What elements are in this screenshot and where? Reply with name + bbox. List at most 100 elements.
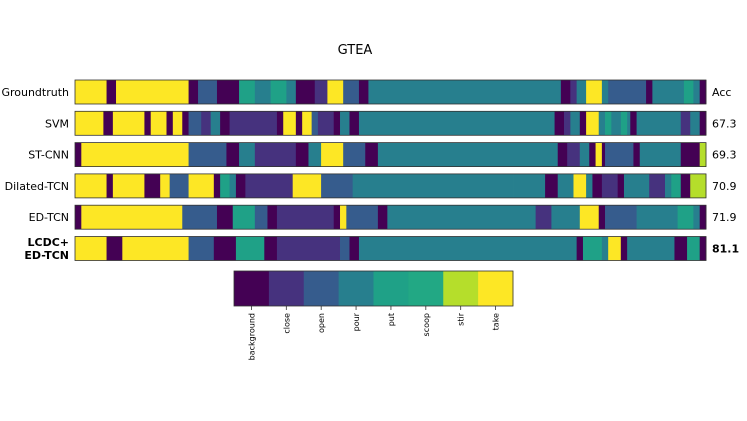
segment-open [608, 80, 646, 104]
row-label: Dilated-TCN [5, 180, 69, 193]
segment-open [182, 205, 217, 229]
segment-background [700, 111, 707, 135]
segment-take [608, 237, 621, 261]
row-label: ED-TCN [29, 211, 69, 224]
segment-open [198, 80, 217, 104]
segment-open [343, 80, 359, 104]
segment-background [226, 143, 239, 167]
segment-close [681, 111, 691, 135]
segment-background [580, 111, 587, 135]
segment-pour [551, 205, 580, 229]
segment-put [583, 237, 602, 261]
segment-background [359, 80, 369, 104]
segment-background [602, 143, 606, 167]
legend-swatch-stir [443, 271, 478, 306]
segment-close [564, 111, 571, 135]
segment-background [555, 111, 565, 135]
class-colorbar: background close open pour put scoop stir take [234, 271, 513, 360]
segment-pour [514, 174, 546, 198]
figure: GTEA Acc Groundtruth SVM 67.3 ST-CNN 69.3 Dil… [0, 0, 747, 421]
segment-take [189, 174, 215, 198]
legend-label: pour [352, 312, 361, 331]
segment-put [233, 205, 255, 229]
segment-take [75, 237, 107, 261]
segment-pour [602, 80, 609, 104]
segment-background [214, 237, 236, 261]
segment-pour [570, 111, 580, 135]
segment-open [343, 143, 365, 167]
segment-background [334, 205, 341, 229]
row-accuracy: 67.3 [712, 117, 737, 130]
segment-take [151, 111, 167, 135]
segment-take [81, 143, 189, 167]
segment-open [340, 237, 350, 261]
segment-background [630, 111, 637, 135]
segment-background [589, 143, 596, 167]
segment-pour [690, 111, 700, 135]
segment-close [536, 205, 552, 229]
row-accuracy: 81.1 [712, 243, 739, 256]
segment-background [107, 80, 117, 104]
segment-take [113, 111, 145, 135]
segment-background [349, 111, 359, 135]
segment-background [700, 237, 707, 261]
segment-put [236, 237, 265, 261]
segment-open [255, 205, 268, 229]
segment-pour [340, 111, 350, 135]
segment-background [75, 143, 82, 167]
segment-close [277, 205, 334, 229]
segment-close [277, 237, 341, 261]
segment-close [315, 80, 328, 104]
segment-background [182, 111, 189, 135]
segment-take [596, 143, 603, 167]
timeline-row: Groundtruth [1, 80, 706, 104]
segment-take [81, 205, 182, 229]
segment-pour [640, 143, 681, 167]
segment-take [75, 111, 104, 135]
segment-pour [255, 80, 271, 104]
row-label: ST-CNN [28, 149, 69, 162]
segment-background [144, 174, 160, 198]
segment-take [327, 80, 343, 104]
segment-background [296, 80, 315, 104]
segment-pour [308, 143, 321, 167]
legend-swatch-close [269, 271, 304, 306]
timeline-rows: Groundtruth SVM 67.3 ST-CNN 69.3 Dilated-TCN 7… [1, 80, 739, 262]
legend-label: scoop [422, 313, 431, 336]
segment-background [646, 80, 653, 104]
segment-pour [387, 205, 536, 229]
segment-background [378, 205, 388, 229]
legend-swatch-background [234, 271, 269, 306]
segment-background [75, 205, 82, 229]
segment-take [75, 80, 107, 104]
segment-put [678, 205, 694, 229]
segment-put [220, 174, 230, 198]
segment-pour [353, 174, 514, 198]
segment-open [605, 205, 637, 229]
segment-put [684, 80, 694, 104]
timeline-row: ED-TCN 71.9 [29, 205, 737, 229]
legend-swatch-pour [339, 271, 374, 306]
segment-take [321, 143, 343, 167]
segment-close [602, 174, 618, 198]
segment-background [633, 143, 640, 167]
segment-background [365, 143, 378, 167]
segment-put [239, 80, 255, 104]
segment-background [267, 205, 277, 229]
segment-open [312, 111, 319, 135]
segment-put [605, 111, 612, 135]
row-label: Groundtruth [1, 86, 69, 99]
segment-close [201, 111, 211, 135]
segment-close [318, 111, 334, 135]
legend-label: take [492, 313, 501, 330]
segment-background [296, 143, 309, 167]
segment-background [681, 174, 691, 198]
row-accuracy: 69.3 [712, 149, 737, 162]
timeline-row: LCDC+ ED-TCN 81.1 [24, 236, 739, 262]
segment-open [321, 174, 353, 198]
row-label: SVM [45, 117, 69, 130]
segment-background [214, 174, 221, 198]
segment-background [217, 80, 239, 104]
segment-take [75, 174, 107, 198]
segment-background [558, 143, 568, 167]
